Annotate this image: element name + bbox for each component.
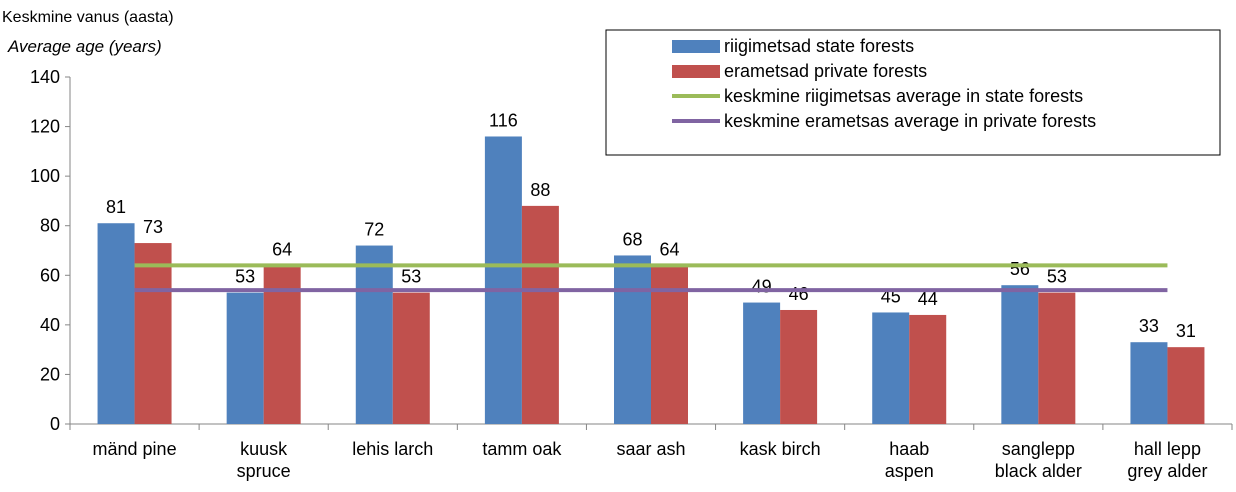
data-label: 53 bbox=[401, 267, 421, 287]
legend-label: keskmine riigimetsas average in state fo… bbox=[724, 86, 1083, 106]
data-label: 116 bbox=[489, 110, 518, 130]
legend-label: keskmine erametsas average in private fo… bbox=[724, 111, 1096, 131]
data-label: 53 bbox=[1047, 267, 1067, 287]
y-tick-label: 80 bbox=[40, 216, 60, 236]
y-axis-title: Keskmine vanus (aasta) bbox=[2, 9, 174, 26]
y-tick-label: 0 bbox=[50, 414, 60, 434]
bar bbox=[743, 302, 781, 424]
bar bbox=[872, 312, 910, 424]
y-tick-label: 140 bbox=[30, 67, 60, 87]
x-tick-label: kuusk spruce bbox=[236, 439, 291, 481]
bar bbox=[484, 136, 522, 424]
x-tick-label: tamm oak bbox=[482, 439, 562, 459]
data-label: 81 bbox=[106, 197, 126, 217]
x-tick-label: haab aspen bbox=[884, 439, 934, 481]
bar bbox=[1038, 292, 1076, 424]
y-tick-label: 120 bbox=[30, 117, 60, 137]
data-label: 64 bbox=[272, 239, 292, 259]
bar bbox=[134, 243, 172, 424]
bar bbox=[1167, 347, 1205, 424]
data-label: 72 bbox=[364, 220, 384, 240]
data-label: 46 bbox=[789, 284, 809, 304]
data-label: 49 bbox=[752, 277, 772, 297]
bar bbox=[614, 255, 651, 424]
y-tick-label: 40 bbox=[40, 315, 60, 335]
bar bbox=[392, 292, 430, 424]
x-tick-label: lehis larch bbox=[352, 439, 434, 459]
data-label: 33 bbox=[1139, 316, 1159, 336]
bar bbox=[97, 223, 135, 424]
bar bbox=[355, 245, 393, 424]
bar bbox=[521, 205, 559, 424]
y-tick-label: 20 bbox=[40, 364, 60, 384]
data-label: 68 bbox=[622, 229, 642, 249]
legend-swatch bbox=[672, 65, 720, 78]
bar bbox=[1001, 285, 1039, 424]
data-label: 73 bbox=[143, 217, 163, 237]
data-label: 56 bbox=[1010, 259, 1030, 279]
x-tick-label: hall lepp grey alder bbox=[1127, 439, 1208, 481]
x-tick-label: mänd pine bbox=[92, 439, 177, 459]
bar bbox=[1130, 342, 1168, 424]
data-label: 31 bbox=[1176, 321, 1196, 341]
bar bbox=[909, 314, 947, 424]
legend-label: riigimetsad state forests bbox=[724, 36, 914, 56]
y-axis-title-en: Average age (years) bbox=[7, 37, 162, 56]
x-tick-label: saar ash bbox=[616, 439, 686, 459]
data-label: 88 bbox=[530, 180, 550, 200]
y-tick-label: 100 bbox=[30, 166, 60, 186]
bar bbox=[226, 292, 264, 424]
data-label: 44 bbox=[918, 289, 938, 309]
bar bbox=[780, 309, 818, 424]
data-label: 53 bbox=[235, 267, 255, 287]
data-label: 64 bbox=[659, 239, 679, 259]
y-tick-label: 60 bbox=[40, 265, 60, 285]
x-tick-label: kask birch bbox=[739, 439, 821, 459]
legend-label: erametsad private forests bbox=[724, 61, 927, 81]
legend-swatch bbox=[672, 40, 720, 53]
x-tick-label: sanglepp black alder bbox=[994, 439, 1082, 481]
